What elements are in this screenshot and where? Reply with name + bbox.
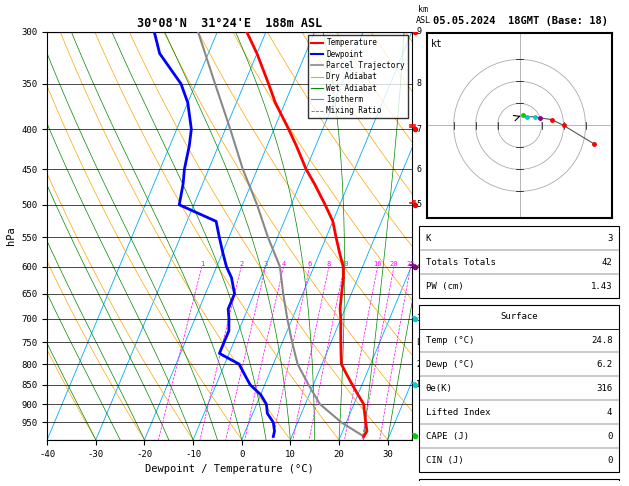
Text: 1: 1 <box>200 260 204 267</box>
Text: 3: 3 <box>416 314 421 323</box>
Text: 16: 16 <box>374 260 382 267</box>
Text: PW (cm): PW (cm) <box>426 281 463 291</box>
Text: 20: 20 <box>390 260 398 267</box>
Text: 0: 0 <box>607 455 613 465</box>
Text: Lifted Index: Lifted Index <box>426 408 490 417</box>
Text: Temp (°C): Temp (°C) <box>426 336 474 345</box>
Text: 1.43: 1.43 <box>591 281 613 291</box>
Text: 24.8: 24.8 <box>591 336 613 345</box>
Text: 6: 6 <box>308 260 312 267</box>
Legend: Temperature, Dewpoint, Parcel Trajectory, Dry Adiabat, Wet Adiabat, Isotherm, Mi: Temperature, Dewpoint, Parcel Trajectory… <box>308 35 408 118</box>
Text: 9: 9 <box>416 27 421 36</box>
Text: 8: 8 <box>327 260 331 267</box>
Text: kt: kt <box>431 38 443 49</box>
Text: 0: 0 <box>607 432 613 441</box>
Text: CIN (J): CIN (J) <box>426 455 463 465</box>
Bar <box>420 305 618 472</box>
X-axis label: Dewpoint / Temperature (°C): Dewpoint / Temperature (°C) <box>145 464 314 474</box>
Text: 5: 5 <box>416 200 421 209</box>
Bar <box>420 226 618 298</box>
Text: 4: 4 <box>607 408 613 417</box>
Y-axis label: hPa: hPa <box>6 226 16 245</box>
Text: 2: 2 <box>239 260 243 267</box>
Text: 10: 10 <box>340 260 348 267</box>
Title: 30°08'N  31°24'E  188m ASL: 30°08'N 31°24'E 188m ASL <box>137 17 322 31</box>
Text: CAPE (J): CAPE (J) <box>426 432 469 441</box>
Text: km
ASL: km ASL <box>416 5 431 25</box>
Text: 2: 2 <box>416 360 421 369</box>
Text: θe(K): θe(K) <box>426 384 452 393</box>
Text: 25: 25 <box>406 260 415 267</box>
Text: 42: 42 <box>601 258 613 267</box>
Text: 05.05.2024  18GMT (Base: 18): 05.05.2024 18GMT (Base: 18) <box>433 16 608 26</box>
Text: LCL: LCL <box>416 338 431 347</box>
Text: 6.2: 6.2 <box>596 360 613 369</box>
Text: 8: 8 <box>416 79 421 88</box>
Text: Dewp (°C): Dewp (°C) <box>426 360 474 369</box>
Text: 1: 1 <box>416 380 421 389</box>
Text: 316: 316 <box>596 384 613 393</box>
Text: Surface: Surface <box>500 312 538 321</box>
Text: 7: 7 <box>416 124 421 134</box>
Text: Totals Totals: Totals Totals <box>426 258 496 267</box>
Text: 4: 4 <box>281 260 286 267</box>
Text: 4: 4 <box>416 262 421 271</box>
Text: K: K <box>426 234 431 243</box>
Bar <box>420 479 618 486</box>
Text: 6: 6 <box>416 165 421 174</box>
Text: 3: 3 <box>607 234 613 243</box>
Text: 3: 3 <box>264 260 268 267</box>
